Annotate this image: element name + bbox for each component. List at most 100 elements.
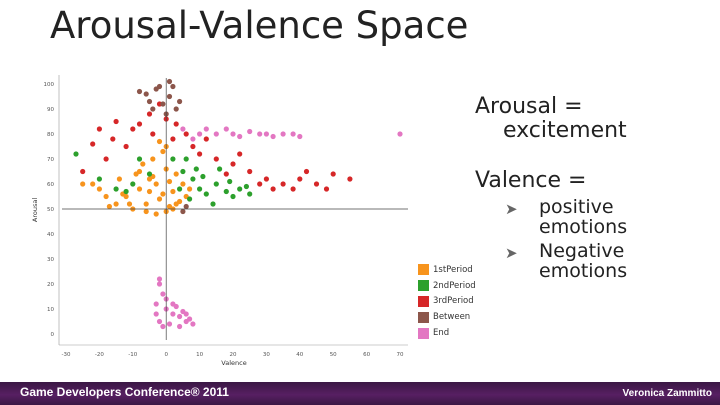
data-point [330, 171, 336, 177]
sub-bullet-negative-line-1: Negative [539, 240, 625, 262]
data-point [123, 143, 129, 150]
scatter-chart: 0 10 20 30 40 50 60 70 80 90 100 -30 -20 -10 0 10 20 30 4… [28, 70, 413, 380]
data-point [146, 111, 153, 117]
y-tick-label: 0 [51, 332, 55, 338]
data-point [190, 321, 196, 327]
data-point [177, 323, 183, 330]
data-point [113, 118, 119, 125]
data-point [170, 188, 176, 195]
legend-swatch [418, 295, 429, 307]
sub-bullet-positive-line-1: positive [539, 196, 614, 218]
data-point [257, 131, 263, 137]
data-point [153, 301, 159, 307]
data-point [160, 291, 166, 297]
chart-legend: 1stPeriod 2ndPeriod 3rdPeriod Between End [418, 262, 482, 341]
data-point [193, 166, 199, 172]
y-tick-label: 70 [47, 157, 54, 163]
data-point [106, 203, 112, 210]
data-point [166, 93, 173, 100]
bullet-list: Arousal = excitement Valence = ➤ positiv… [475, 95, 715, 282]
data-point [173, 121, 179, 127]
legend-label: 1stPeriod [433, 264, 473, 275]
data-point [217, 166, 223, 172]
data-point [123, 188, 129, 195]
data-point [116, 176, 122, 182]
data-point [160, 191, 166, 197]
data-point [190, 143, 196, 150]
data-point [303, 168, 310, 175]
data-point [180, 181, 186, 187]
data-point [143, 208, 149, 215]
data-point [270, 133, 276, 140]
data-point [237, 133, 243, 140]
data-point [166, 321, 173, 327]
data-point [243, 183, 249, 190]
y-tick-label: 60 [47, 182, 54, 188]
data-point [136, 88, 143, 95]
data-point [257, 181, 263, 187]
legend-item: 3rdPeriod [418, 294, 482, 310]
data-point [156, 138, 163, 145]
arrow-circle-icon: ➤ [505, 200, 518, 218]
data-point [323, 186, 330, 192]
legend-label: Between [433, 312, 471, 323]
data-point [170, 311, 176, 317]
y-tick-group: 0 10 20 30 40 50 60 70 80 90 100 [44, 82, 55, 338]
bullet-valence: Valence = ➤ positive emotions ➤ Negative… [475, 168, 715, 282]
data-point [166, 178, 173, 185]
data-point [80, 181, 86, 187]
bullet-valence-line-1: Valence = [475, 168, 587, 193]
data-point [313, 181, 320, 187]
data-point [160, 148, 166, 155]
data-point [223, 126, 229, 132]
data-point [160, 323, 166, 330]
data-point [187, 316, 193, 322]
data-point [170, 83, 176, 90]
data-point [183, 311, 189, 317]
data-point [136, 121, 143, 127]
sub-bullet-negative: ➤ Negative emotions [475, 241, 715, 281]
x-tick-label: 40 [296, 352, 303, 358]
data-point [103, 156, 109, 162]
slide-title: Arousal-Valence Space [50, 4, 469, 47]
x-tick-label: -20 [95, 352, 104, 358]
legend-swatch [418, 327, 429, 339]
legend-swatch [418, 280, 429, 292]
y-tick-label: 80 [47, 132, 54, 138]
footer-bar: Game Developers Conference® 2011 Veronic… [0, 382, 720, 405]
y-tick-label: 20 [47, 282, 54, 288]
data-point [177, 98, 183, 105]
data-point [247, 191, 253, 197]
point-group [73, 78, 403, 330]
x-tick-group: -30 -20 -10 0 10 20 30 40 50 60 70 [62, 352, 404, 358]
data-point [203, 136, 209, 142]
data-point [290, 131, 296, 137]
data-point [160, 101, 166, 107]
legend-label: End [433, 328, 450, 339]
data-point [210, 201, 216, 207]
data-point [263, 176, 269, 182]
legend-item: End [418, 325, 482, 341]
data-point [146, 171, 153, 177]
x-tick-label: 70 [397, 352, 404, 358]
data-point [183, 156, 189, 162]
data-point [150, 131, 156, 137]
x-axis-label: Valence [221, 359, 246, 367]
data-point [230, 131, 236, 137]
legend-swatch [418, 264, 429, 276]
bullet-arousal-line-2: excitement [503, 118, 627, 143]
data-point [173, 106, 179, 112]
data-point [136, 156, 143, 162]
y-tick-label: 90 [47, 107, 54, 113]
data-point [136, 168, 143, 175]
data-point [140, 161, 146, 167]
data-point [153, 311, 159, 317]
data-point [170, 301, 176, 307]
x-tick-label: 50 [330, 352, 337, 358]
data-point [150, 156, 156, 162]
data-point [156, 281, 163, 287]
data-point [170, 136, 176, 142]
data-point [347, 176, 353, 182]
legend-item: 1stPeriod [418, 262, 482, 278]
data-point [183, 131, 189, 137]
